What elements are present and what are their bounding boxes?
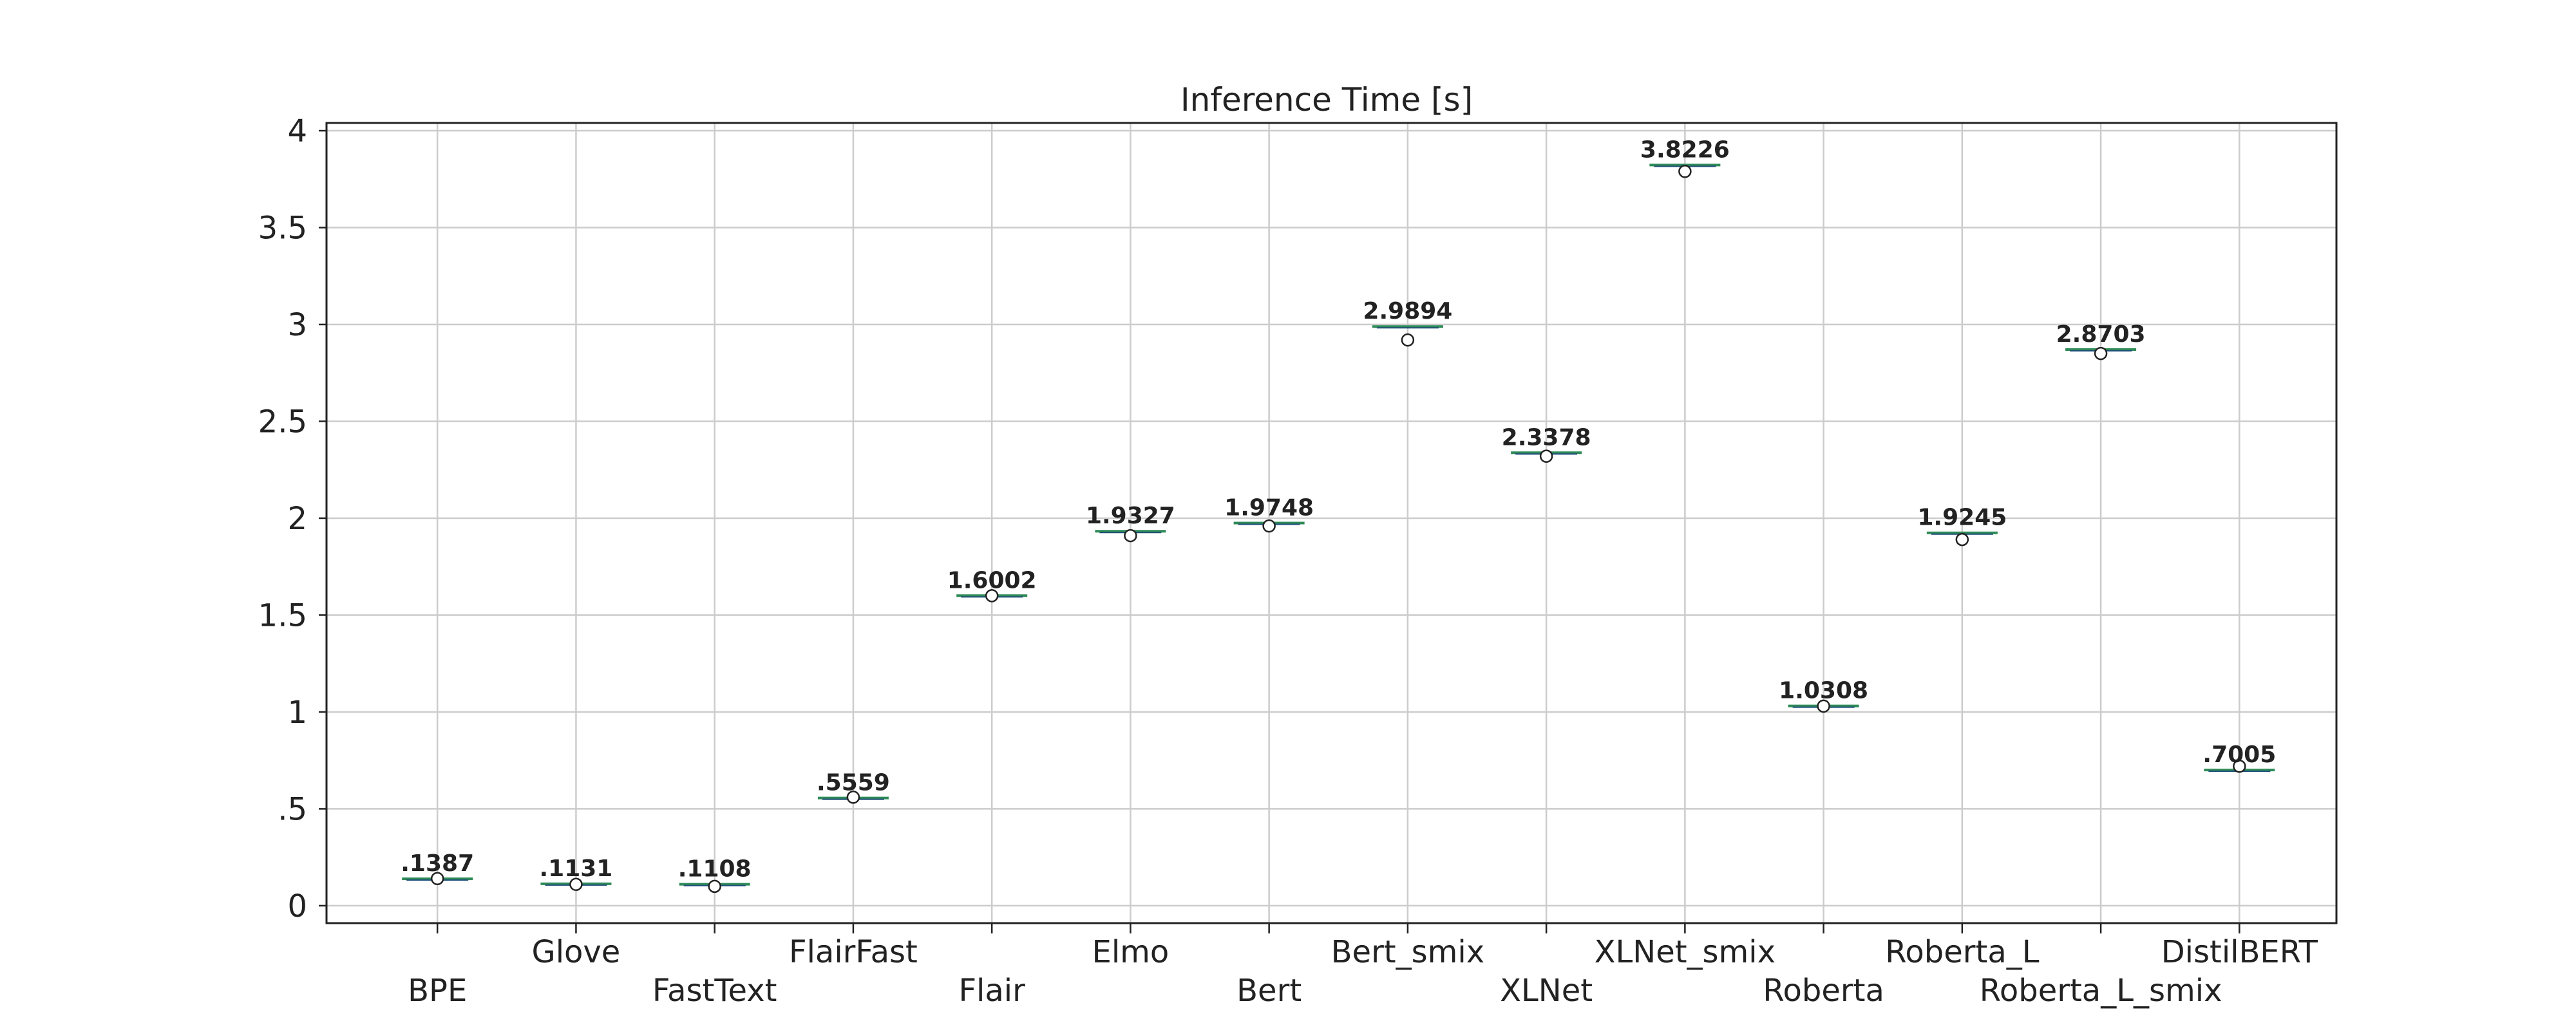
- y-tick-label: 4: [287, 113, 307, 149]
- x-tick-label: FlairFast: [789, 934, 918, 970]
- x-tick-label: DistilBERT: [2161, 934, 2318, 970]
- chart-title: Inference Time [s]: [1180, 81, 1473, 118]
- outlier-point: [1124, 529, 1137, 543]
- value-label: .1131: [539, 856, 612, 882]
- outlier-point: [1817, 699, 1830, 713]
- box-marks: [402, 164, 2275, 894]
- y-tick-label: 0: [287, 888, 307, 924]
- y-tick-label: 3: [287, 307, 307, 343]
- outlier-point: [1955, 532, 1969, 547]
- y-tick-label: .5: [278, 791, 307, 827]
- value-label: 1.9327: [1086, 503, 1175, 529]
- outlier-point: [569, 877, 583, 892]
- y-tick-label: 1.5: [258, 597, 307, 633]
- value-label: .1387: [401, 850, 474, 877]
- x-tick-label: FastText: [652, 973, 777, 1009]
- axes: [319, 122, 2338, 933]
- value-label: 2.9894: [1363, 298, 1452, 324]
- x-tick-label: Flair: [958, 973, 1025, 1009]
- x-tick-label: XLNet: [1500, 973, 1593, 1009]
- x-tick-label: Roberta: [1763, 973, 1884, 1009]
- grid-lines: [327, 123, 2336, 923]
- value-label: 1.0308: [1779, 678, 1868, 704]
- y-tick-label: 2: [287, 501, 307, 537]
- x-tick-label: XLNet_smix: [1595, 934, 1776, 970]
- x-tick-label: BPE: [408, 973, 467, 1009]
- outlier-point: [2233, 759, 2246, 773]
- outlier-point: [985, 589, 999, 603]
- outlier-point: [2094, 346, 2108, 360]
- value-label: 2.3378: [1502, 424, 1591, 451]
- outlier-point: [846, 791, 860, 804]
- y-tick-label: 2.5: [258, 404, 307, 440]
- value-label: 3.8226: [1640, 136, 1730, 163]
- value-label: .1108: [678, 856, 752, 883]
- outlier-point: [708, 879, 721, 894]
- value-label: 1.9748: [1224, 495, 1314, 521]
- value-label: .7005: [2202, 742, 2276, 768]
- value-label: 1.6002: [947, 567, 1037, 594]
- x-tick-label: Bert_smix: [1331, 934, 1485, 970]
- outlier-point: [1539, 449, 1553, 463]
- value-label: .5559: [817, 770, 890, 796]
- y-tick-label: 3.5: [258, 211, 307, 247]
- outlier-point: [1678, 164, 1692, 178]
- x-tick-label: Elmo: [1092, 934, 1170, 970]
- x-tick-label: Roberta_L_smix: [1980, 973, 2222, 1009]
- outlier-point: [430, 872, 444, 886]
- value-label: 2.8703: [2056, 321, 2146, 348]
- x-tick-label: Roberta_L: [1885, 934, 2040, 970]
- outlier-point: [1401, 333, 1415, 347]
- y-tick-label: 1: [287, 695, 307, 731]
- value-label: 1.9245: [1917, 505, 2007, 531]
- plot-frame: [325, 122, 2338, 924]
- x-tick-label: Bert: [1236, 973, 1302, 1009]
- x-tick-label: Glove: [532, 934, 621, 970]
- outlier-point: [1262, 519, 1276, 533]
- labels: 0 .5 1 1.5 2 2.5 3 3.5 4 BPE Glove FastText FlairFas…: [258, 113, 2318, 1009]
